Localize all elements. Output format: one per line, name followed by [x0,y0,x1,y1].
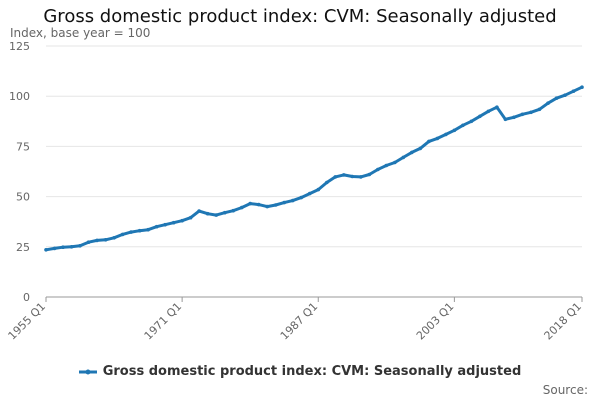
data-point [222,210,227,215]
data-point [410,150,414,155]
data-point [554,96,559,100]
data-point [282,200,287,205]
data-point [146,227,150,232]
x-tick-label: 1987 Q1 [278,300,321,343]
y-tick-label: 125 [9,40,30,53]
data-point [299,195,304,200]
series-layer [44,85,584,252]
data-point [205,211,210,216]
data-point [214,213,218,217]
y-tick-label: 50 [16,191,30,204]
x-tick-label: 1955 Q1 [6,300,49,343]
data-point [154,224,159,229]
data-point [180,218,184,223]
data-point [461,123,465,128]
data-point [333,175,338,179]
data-point [44,248,48,252]
data-point [239,205,244,210]
data-point [307,191,312,196]
data-point [256,202,261,207]
data-point [290,198,295,203]
data-point [393,160,397,165]
data-point [163,222,167,227]
data-point [418,146,423,151]
data-point [95,238,99,243]
data-point [529,110,533,115]
data-point [197,209,201,213]
y-tick-label: 25 [16,241,30,254]
data-point [452,128,457,133]
data-point [469,119,474,124]
data-point [512,115,516,120]
data-point [367,172,372,177]
data-point [120,232,125,237]
data-point [359,175,363,179]
x-tick-label: 1971 Q1 [142,300,185,343]
data-point [52,246,57,251]
data-point [401,155,406,160]
data-point [384,163,389,168]
data-point [273,203,278,207]
data-point [103,238,108,242]
data-point [563,93,567,97]
y-tick-label: 0 [23,291,30,304]
data-point [137,228,142,233]
gridlines [46,45,582,248]
data-point [129,230,133,234]
legend[interactable]: Gross domestic product index: CVM: Seaso… [0,364,600,379]
data-point [350,174,355,179]
data-point [486,109,491,114]
data-point [171,220,176,225]
data-point [376,167,380,172]
data-point [86,240,91,244]
data-point [444,132,448,137]
data-point [342,173,346,177]
data-point [78,244,82,248]
axes: 0 25 50 75 100 125 1955 Q1 1971 Q1 1987 Q1 2003 Q… [6,40,585,342]
data-point [478,114,482,119]
data-point [112,236,116,240]
data-point [69,245,74,249]
y-tick-label: 75 [16,140,30,153]
data-point [435,136,440,141]
legend-label: Gross domestic product index: CVM: Seaso… [102,364,522,379]
data-point [503,117,508,122]
data-point [325,180,329,185]
data-point [61,245,65,249]
x-tick-label: 2003 Q1 [414,300,457,343]
source-label: Source: [542,383,588,397]
data-point [188,215,193,220]
data-point [571,89,576,93]
y-tick-label: 100 [9,90,30,103]
data-point [427,139,431,144]
chart-title: Gross domestic product index: CVM: Seaso… [43,6,557,27]
x-tick-label: 2018 Q1 [542,300,585,343]
data-point [537,107,542,112]
data-point [248,201,252,206]
data-point [520,112,525,117]
data-point [316,187,321,192]
series-line [44,85,584,252]
data-point [580,85,584,89]
chart-subtitle: Index, base year = 100 [10,26,151,40]
data-point [231,208,235,213]
data-point [265,204,270,209]
data-point [546,101,550,105]
data-point [495,105,499,109]
legend-line-marker-icon [78,369,97,374]
